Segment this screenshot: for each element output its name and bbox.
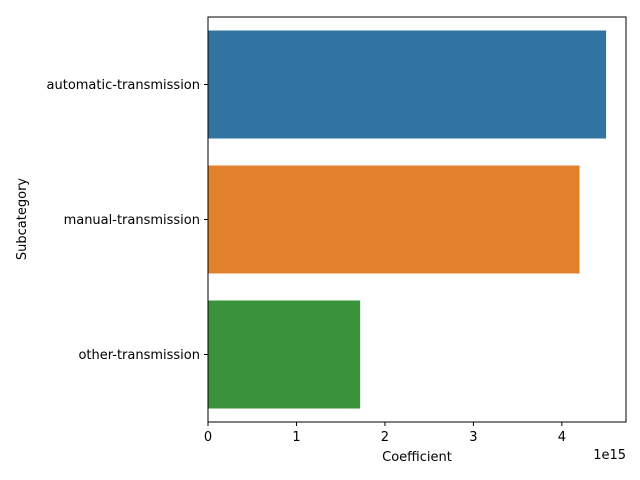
bars-group	[208, 30, 607, 409]
y-tick-label: automatic-transmission	[47, 78, 200, 93]
y-tick-label: other-transmission	[78, 348, 200, 363]
bar-manual-transmission	[208, 165, 580, 274]
x-tick-label: 1	[292, 430, 300, 445]
x-tick-label: 2	[381, 430, 389, 445]
x-scale-label: 1e15	[593, 448, 626, 463]
y-ticks-group: automatic-transmission manual-transmissio…	[47, 78, 208, 363]
y-axis-label: Subcategory	[15, 178, 30, 261]
x-tick-label: 0	[204, 430, 212, 445]
x-axis-label: Coefficient	[382, 450, 452, 465]
x-tick-label: 4	[558, 430, 566, 445]
x-ticks-group: 0 1 2 3 4	[204, 422, 566, 445]
y-tick-label: manual-transmission	[64, 213, 200, 228]
bar-other-transmission	[208, 300, 361, 409]
bar-automatic-transmission	[208, 30, 607, 139]
x-tick-label: 3	[469, 430, 477, 445]
